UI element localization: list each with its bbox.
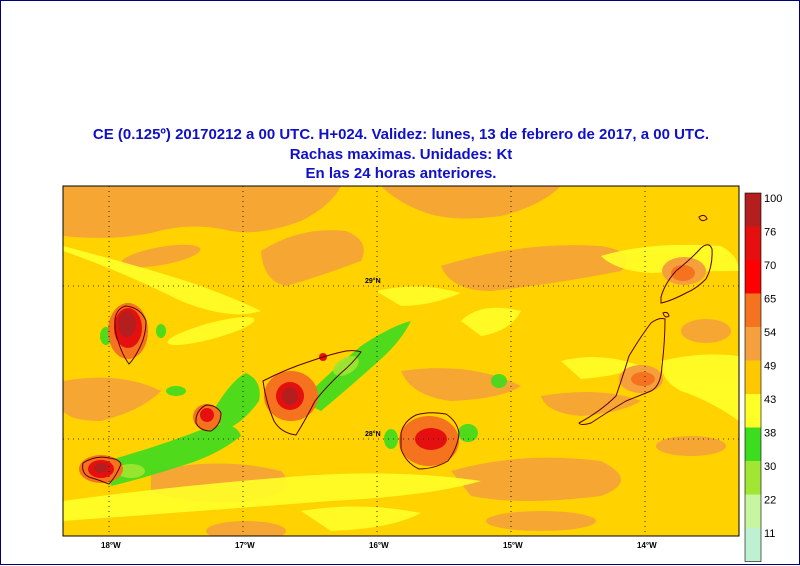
graticule	[63, 186, 739, 536]
coastlines	[82, 214, 713, 485]
hotspot-tenerife	[264, 353, 327, 421]
colorbar-label-54: 54	[764, 327, 776, 339]
lon-label-15w: 15°W	[503, 541, 523, 550]
coast-gran-canaria	[400, 412, 460, 470]
colorbar-frame	[744, 192, 762, 562]
coast-la-gomera	[195, 404, 222, 432]
coast-tenerife	[262, 350, 362, 436]
lon-label-14w: 14°W	[637, 541, 657, 550]
coast-la-palma	[114, 305, 147, 365]
lon-label-16w: 16°W	[369, 541, 389, 550]
lon-label-17w: 17°W	[235, 541, 255, 550]
lon-label-18w: 18°W	[101, 541, 121, 550]
colorbar-label-38: 38	[764, 428, 776, 440]
title-line-1: CE (0.125º) 20170212 a 00 UTC. H+024. Va…	[92, 126, 710, 143]
title-line-2: Rachas maximas. Unidades: Kt	[289, 146, 513, 163]
colorbar-label-70: 70	[764, 260, 776, 272]
colorbar-label-76: 76	[764, 227, 776, 239]
colorbar-label-65: 65	[764, 294, 776, 306]
coast-lanzarote	[660, 244, 713, 304]
lat-label-28: 28°N	[365, 430, 381, 438]
colorbar-swatch-30	[745, 461, 761, 495]
colorbar-swatch-43	[745, 394, 761, 428]
colorbar-swatch-54	[745, 327, 761, 361]
hotspot-lanzarote	[662, 257, 706, 285]
hotspot-la-palma	[108, 303, 148, 359]
colorbar-swatch-76	[745, 226, 761, 260]
hotspot-el-hierro	[79, 455, 123, 483]
plot-frame	[62, 185, 740, 537]
colorbar-swatch-38	[745, 427, 761, 461]
hotspot-fuerteventura	[619, 365, 663, 393]
colorbar-label-22: 22	[764, 495, 776, 507]
colorbar-label-49: 49	[764, 361, 776, 373]
colorbar-swatch-11	[745, 528, 761, 562]
colorbar-swatch-49	[745, 360, 761, 394]
colorbar: 100 76 70 65 54 49 43 38 30 22 11	[744, 192, 782, 562]
colorbar-swatch-65	[745, 293, 761, 327]
colorbar-label-100: 100	[764, 193, 782, 205]
coast-lobos	[662, 311, 670, 318]
colorbar-label-11: 11	[764, 528, 775, 540]
gust-field: 29°N 28°N	[63, 186, 739, 536]
hotspot-gran-canaria	[399, 416, 459, 466]
lat-label-29: 29°N	[365, 277, 381, 285]
colorbar-swatch-100	[745, 193, 761, 227]
colorbar-swatch-70	[745, 260, 761, 294]
colorbar-swatch-22	[745, 494, 761, 528]
colorbar-label-30: 30	[764, 461, 776, 473]
hotspot-la-gomera	[193, 404, 221, 430]
colorbar-label-43: 43	[764, 394, 776, 406]
title-line-3: En las 24 horas anteriores.	[305, 165, 497, 182]
coast-graciosa	[698, 214, 708, 222]
coast-el-hierro	[82, 456, 122, 485]
coast-fuerteventura	[578, 318, 666, 425]
